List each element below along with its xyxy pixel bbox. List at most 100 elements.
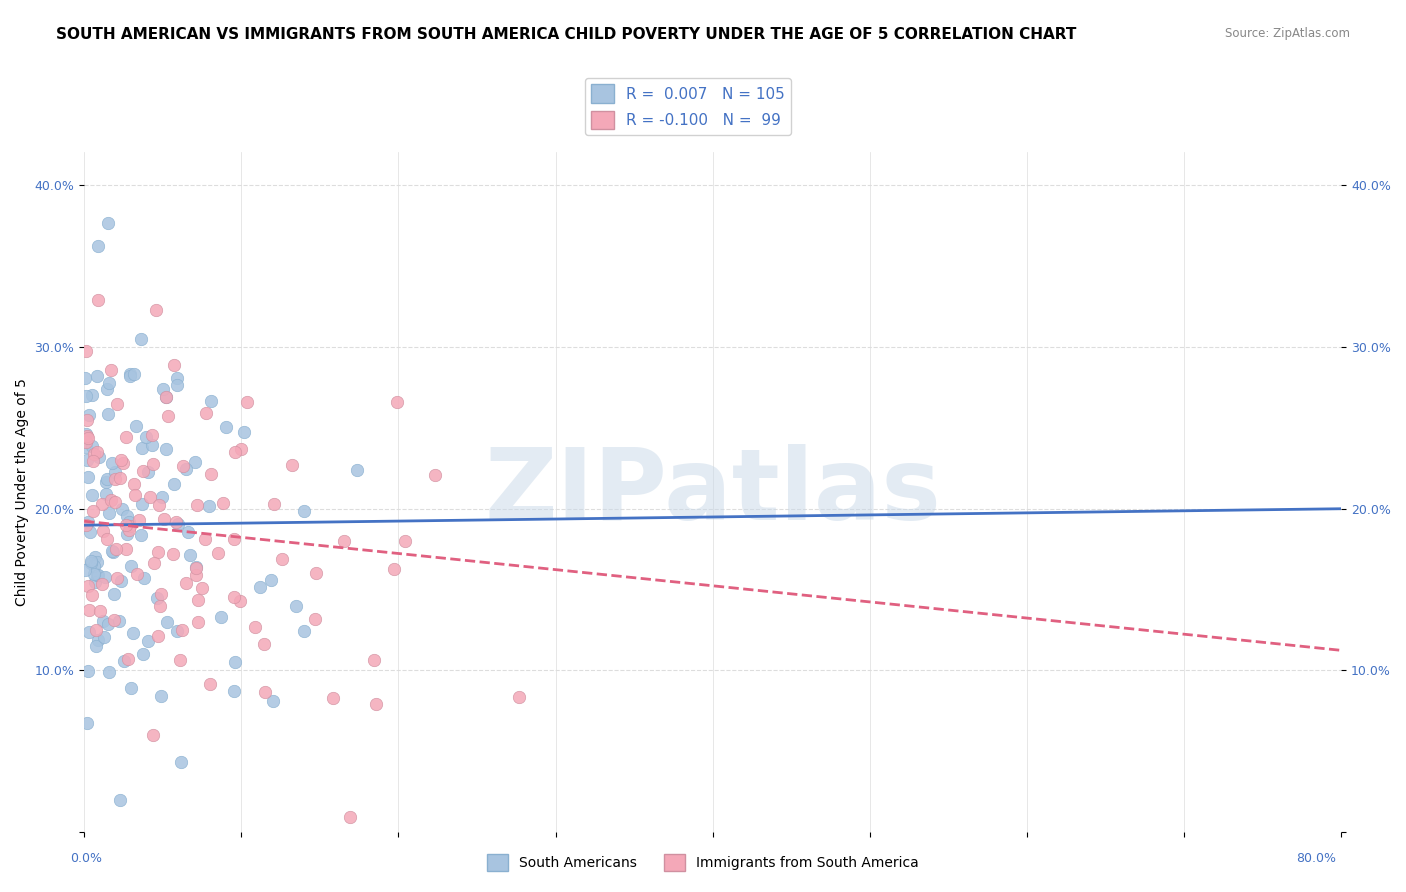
Point (84, 639, 107, 653)
Point (76, 578, 98, 592)
Point (142, 728, 165, 742)
Point (170, 624, 193, 638)
Point (146, 629, 169, 643)
Point (114, 430, 136, 444)
Point (122, 477, 145, 491)
Point (385, 395, 408, 409)
Point (101, 456, 124, 470)
Legend: South Americans, Immigrants from South America: South Americans, Immigrants from South A… (481, 848, 925, 876)
Point (86, 368, 108, 383)
Point (271, 551, 294, 566)
Point (76, 716, 98, 731)
Point (97, 617, 120, 632)
Point (75, 389, 97, 403)
Point (152, 512, 174, 526)
Point (104, 472, 127, 486)
Point (75, 344, 97, 359)
Point (120, 681, 142, 696)
Point (111, 501, 134, 516)
Point (209, 610, 232, 624)
Point (122, 626, 145, 640)
Point (132, 648, 155, 662)
Point (101, 545, 124, 559)
Point (108, 471, 131, 485)
Point (97, 665, 120, 679)
Point (169, 653, 191, 667)
Point (200, 676, 222, 690)
Point (79, 525, 101, 540)
Text: Source: ZipAtlas.com: Source: ZipAtlas.com (1225, 27, 1350, 40)
Point (184, 455, 207, 469)
Point (83, 566, 105, 581)
Text: 0.0%: 0.0% (70, 852, 103, 865)
Point (253, 637, 276, 651)
Point (131, 442, 153, 456)
Point (136, 465, 159, 479)
Point (166, 378, 188, 392)
Point (260, 573, 283, 587)
Point (115, 509, 138, 524)
Point (145, 591, 167, 605)
Point (100, 492, 122, 507)
Point (91, 524, 114, 538)
Point (187, 615, 209, 629)
Point (97, 216, 120, 230)
Point (186, 498, 208, 512)
Point (163, 477, 186, 491)
Point (80, 588, 103, 602)
Point (215, 420, 238, 434)
Point (115, 541, 138, 556)
Point (112, 456, 135, 470)
Point (104, 541, 127, 556)
Point (285, 599, 308, 613)
Point (112, 654, 135, 668)
Point (191, 581, 214, 595)
Point (120, 369, 142, 384)
Point (108, 793, 131, 807)
Point (77, 602, 100, 616)
Point (76, 429, 98, 443)
Point (124, 488, 146, 502)
Point (305, 566, 328, 580)
Point (131, 332, 153, 346)
Point (82, 454, 104, 468)
Point (222, 684, 245, 698)
Point (174, 462, 197, 476)
Point (222, 532, 245, 546)
Point (194, 532, 217, 546)
Point (75, 518, 97, 533)
Point (122, 367, 145, 381)
Point (96, 472, 118, 486)
Point (101, 544, 124, 558)
Point (75, 440, 97, 454)
Point (104, 466, 127, 480)
Point (148, 498, 170, 512)
Point (366, 698, 388, 712)
Point (97, 376, 120, 390)
Point (141, 438, 163, 452)
Point (80, 388, 103, 402)
Point (229, 593, 252, 607)
Point (125, 567, 148, 582)
Point (149, 599, 172, 614)
Point (304, 612, 326, 626)
Point (292, 624, 315, 638)
Point (86, 568, 108, 582)
Point (146, 544, 169, 558)
Point (132, 464, 155, 478)
Point (508, 690, 530, 704)
Point (120, 559, 142, 574)
Point (83, 447, 105, 461)
Point (249, 580, 271, 594)
Point (163, 358, 186, 372)
Point (394, 534, 416, 549)
Point (195, 406, 218, 420)
Point (94, 570, 117, 584)
Point (135, 430, 157, 444)
Point (87, 293, 110, 307)
Point (110, 574, 132, 588)
Point (281, 458, 304, 472)
Y-axis label: Child Poverty Under the Age of 5: Child Poverty Under the Age of 5 (15, 378, 30, 607)
Point (97, 407, 120, 421)
Point (167, 516, 190, 531)
